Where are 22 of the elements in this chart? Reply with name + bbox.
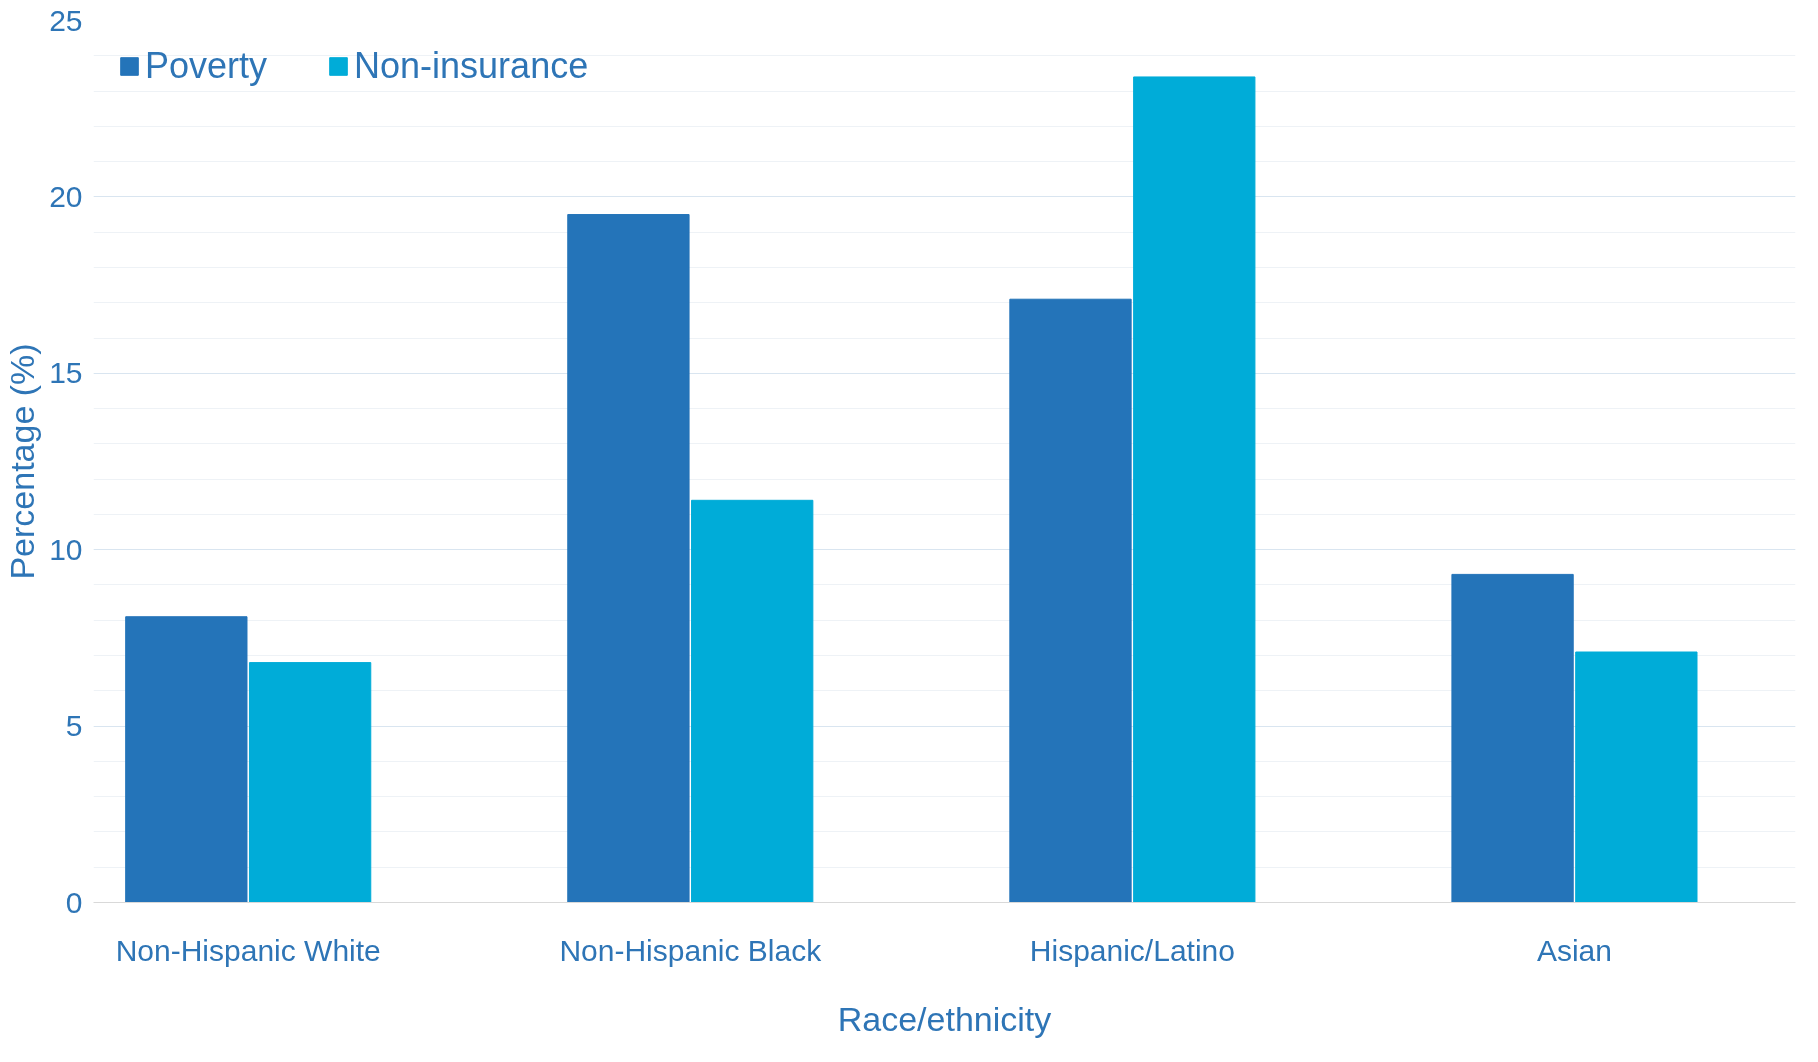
x-axis-title: Race/ethnicity	[837, 999, 1052, 1038]
bar	[1133, 76, 1256, 903]
x-tick-label: Non-Hispanic White	[115, 933, 381, 967]
legend-label: Poverty	[145, 45, 268, 87]
y-tick-label: 20	[49, 179, 83, 213]
y-tick-label: 5	[65, 709, 83, 743]
bar	[1451, 573, 1574, 903]
x-tick-label: Non-Hispanic Black	[559, 933, 823, 967]
bar	[691, 499, 814, 903]
legend-label: Non-insurance	[354, 45, 589, 87]
bar	[248, 662, 372, 903]
bar	[1009, 298, 1132, 903]
bar	[125, 616, 248, 903]
x-tick-label: Hispanic/Latino	[1029, 933, 1235, 967]
y-tick-label: 15	[49, 356, 83, 390]
x-tick-label: Asian	[1536, 933, 1612, 967]
y-tick-label: 0	[65, 885, 83, 919]
y-axis-title: Percentage (%)	[3, 343, 42, 580]
y-tick-label: 10	[49, 532, 83, 566]
bar	[1575, 651, 1698, 903]
y-tick-label: 25	[49, 3, 83, 37]
bar	[567, 214, 690, 903]
